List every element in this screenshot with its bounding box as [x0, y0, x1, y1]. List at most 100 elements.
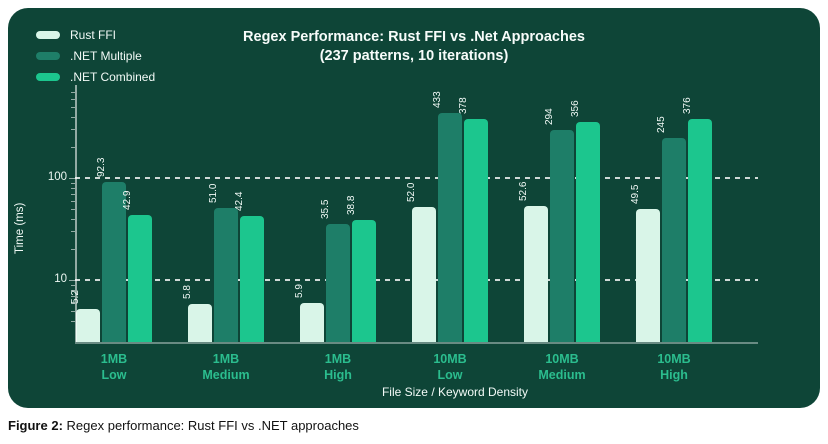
y-minor-tick — [71, 116, 75, 118]
chart-subtitle: (237 patterns, 10 iterations) — [319, 48, 509, 64]
x-category-label: 10MB Medium — [512, 351, 612, 383]
x-category-line: Low — [101, 368, 127, 382]
y-minor-tick — [71, 91, 75, 93]
y-minor-tick — [71, 295, 75, 297]
bar — [326, 223, 350, 342]
chart-legend: Rust FFI .NET Multiple .NET Combined — [36, 24, 155, 87]
bar — [240, 216, 264, 342]
y-minor-tick — [71, 249, 75, 251]
bar — [300, 303, 324, 342]
y-minor-tick — [71, 106, 75, 108]
x-category-label: 10MB High — [624, 351, 724, 383]
x-category-line: Medium — [538, 368, 586, 382]
y-minor-tick — [71, 98, 75, 100]
bar-value-label: 294 — [544, 108, 555, 126]
y-minor-tick — [71, 193, 75, 195]
bar — [412, 206, 436, 342]
y-minor-tick — [71, 129, 75, 131]
x-category-line: 1MB — [212, 352, 240, 366]
bar-value-label: 5.9 — [294, 284, 305, 299]
figure-caption-prefix: Figure 2: — [8, 418, 63, 433]
bar — [464, 119, 488, 342]
plot-area: 101005.292.342.91MBLow5.851.042.41MBMedi… — [8, 8, 820, 408]
x-category-line: 10MB — [545, 352, 579, 366]
bar-value-label: 92.3 — [96, 157, 107, 177]
y-minor-tick — [71, 182, 75, 184]
chart-title: Regex Performance: Rust FFI vs .Net Appr… — [243, 29, 585, 45]
y-minor-tick — [71, 310, 75, 312]
bar-value-label: 356 — [570, 100, 581, 117]
chart-panel: Rust FFI .NET Multiple .NET Combined Reg… — [8, 8, 820, 408]
legend-item-net-combined: .NET Combined — [36, 66, 155, 87]
y-minor-tick — [71, 200, 75, 202]
x-category-line: Medium — [202, 368, 250, 382]
legend-swatch-icon — [36, 51, 60, 60]
legend-label: .NET Combined — [70, 69, 156, 84]
bar-value-label: 245 — [656, 116, 667, 134]
bar — [128, 215, 152, 342]
bar — [576, 121, 600, 342]
bar — [688, 119, 712, 342]
x-category-line: 1MB — [100, 352, 128, 366]
bar — [188, 304, 212, 342]
bar — [550, 130, 574, 342]
bar — [352, 219, 376, 342]
bar-value-label: 433 — [432, 91, 443, 109]
y-minor-tick — [71, 208, 75, 210]
legend-item-rust-ffi: Rust FFI — [36, 24, 155, 45]
bar-value-label: 376 — [682, 97, 693, 115]
legend-swatch-icon — [36, 30, 60, 39]
x-category-label: 1MB High — [288, 351, 388, 383]
bar-value-label: 51.0 — [208, 183, 219, 203]
bar — [214, 207, 238, 342]
bar — [636, 209, 660, 342]
y-tick-label: 10 — [54, 273, 67, 285]
x-axis-line — [75, 342, 758, 344]
y-minor-tick — [71, 231, 75, 233]
y-minor-tick — [71, 302, 75, 304]
bar-value-label: 42.4 — [234, 191, 245, 211]
y-axis-line — [75, 85, 77, 342]
bar-value-label: 49.5 — [630, 184, 641, 205]
x-category-line: 10MB — [657, 352, 691, 366]
y-axis-title: Time (ms) — [14, 202, 26, 254]
legend-label: .NET Multiple — [70, 48, 142, 63]
x-category-line: Low — [437, 368, 463, 382]
x-category-label: 10MB Low — [400, 351, 500, 383]
figure-caption-text: Regex performance: Rust FFI vs .NET appr… — [62, 418, 359, 433]
figure-caption: Figure 2: Regex performance: Rust FFI vs… — [8, 418, 359, 433]
x-category-line: High — [660, 368, 688, 382]
y-minor-tick — [71, 187, 75, 189]
legend-item-net-multiple: .NET Multiple — [36, 45, 155, 66]
bar-value-label: 35.5 — [320, 199, 331, 219]
y-major-tick — [69, 178, 75, 179]
bar-value-label: 52.6 — [518, 181, 529, 202]
bar — [438, 113, 462, 342]
bar-value-label: 42.9 — [122, 191, 133, 211]
gridline — [75, 177, 758, 179]
bar — [102, 181, 126, 342]
x-axis-title: File Size / Keyword Density — [381, 385, 529, 399]
y-minor-tick — [71, 284, 75, 286]
x-category-label: 1MB Medium — [176, 351, 276, 383]
bar — [524, 206, 548, 342]
legend-label: Rust FFI — [70, 27, 117, 42]
y-minor-tick — [71, 320, 75, 322]
bar — [662, 138, 686, 342]
bar — [76, 308, 100, 342]
x-category-line: High — [324, 368, 352, 382]
x-category-label: 1MB Low — [64, 351, 164, 383]
bar-value-label: 38.8 — [346, 195, 357, 215]
bar-value-label: 378 — [458, 97, 469, 115]
y-tick-label: 100 — [47, 171, 67, 183]
y-minor-tick — [71, 218, 75, 220]
chart-title-block: Regex Performance: Rust FFI vs .Net Appr… — [8, 28, 820, 66]
y-major-tick — [69, 280, 75, 281]
y-minor-tick — [71, 289, 75, 291]
x-category-line: 10MB — [433, 352, 467, 366]
bar-value-label: 52.0 — [406, 182, 417, 202]
y-minor-tick — [71, 147, 75, 149]
bar-value-label: 5.8 — [182, 285, 193, 300]
legend-swatch-icon — [36, 72, 60, 81]
x-category-line: 1MB — [324, 352, 352, 366]
